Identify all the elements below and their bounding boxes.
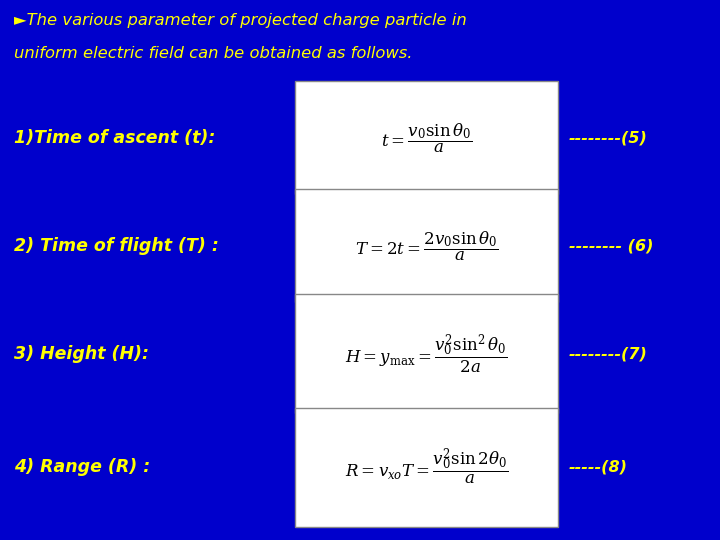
Text: $T = 2t = \dfrac{2v_0 \sin \theta_0}{a}$: $T = 2t = \dfrac{2v_0 \sin \theta_0}{a}$	[355, 229, 498, 262]
Text: 3) Height (H):: 3) Height (H):	[14, 345, 150, 363]
Text: 2) Time of flight (T) :: 2) Time of flight (T) :	[14, 237, 220, 255]
Text: --------(7): --------(7)	[569, 346, 648, 361]
FancyBboxPatch shape	[295, 294, 558, 413]
Text: 1)Time of ascent (t):: 1)Time of ascent (t):	[14, 129, 216, 147]
Text: --------(5): --------(5)	[569, 130, 648, 145]
Text: uniform electric field can be obtained as follows.: uniform electric field can be obtained a…	[14, 46, 413, 61]
Text: -------- (6): -------- (6)	[569, 238, 653, 253]
FancyBboxPatch shape	[295, 81, 558, 194]
Text: $R = v_{xo} T = \dfrac{v_0^2 \sin 2\theta_0}{a}$: $R = v_{xo} T = \dfrac{v_0^2 \sin 2\thet…	[345, 447, 508, 488]
Text: ►The various parameter of projected charge particle in: ►The various parameter of projected char…	[14, 14, 467, 29]
Text: -----(8): -----(8)	[569, 460, 628, 475]
Text: 4) Range (R) :: 4) Range (R) :	[14, 458, 150, 476]
Text: $H = y_{\mathrm{max}} = \dfrac{v_0^2 \sin^2 \theta_0}{2a}$: $H = y_{\mathrm{max}} = \dfrac{v_0^2 \si…	[346, 332, 508, 375]
FancyBboxPatch shape	[295, 408, 558, 526]
Text: $t = \dfrac{v_0 \sin \theta_0}{a}$: $t = \dfrac{v_0 \sin \theta_0}{a}$	[381, 121, 472, 154]
FancyBboxPatch shape	[295, 189, 558, 302]
